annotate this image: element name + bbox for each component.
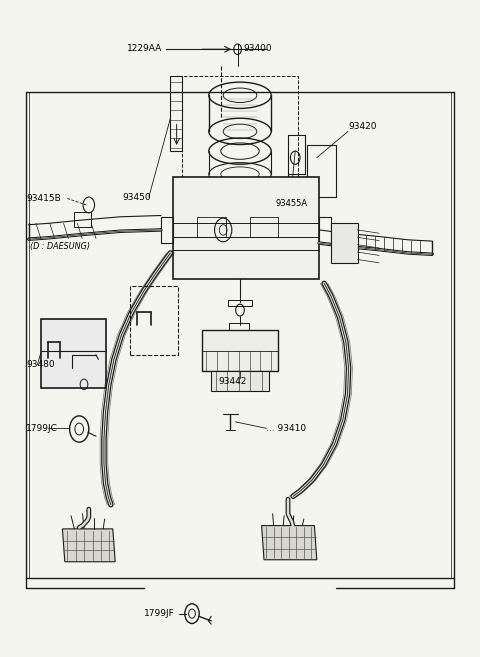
- Text: 93450: 93450: [122, 193, 151, 202]
- Bar: [229, 323, 249, 331]
- Bar: [170, 76, 182, 151]
- Text: 93455A: 93455A: [276, 199, 308, 208]
- Bar: [211, 371, 269, 391]
- Bar: [202, 330, 278, 371]
- Bar: [197, 217, 226, 237]
- Text: 1799JF: 1799JF: [144, 609, 175, 618]
- Text: ... 93410: ... 93410: [266, 424, 307, 433]
- Text: 93480: 93480: [26, 360, 55, 369]
- Bar: [250, 217, 278, 237]
- Bar: [307, 145, 336, 197]
- Bar: [130, 286, 178, 355]
- Bar: [41, 319, 106, 388]
- Text: 93415B: 93415B: [26, 194, 61, 203]
- Polygon shape: [62, 529, 115, 562]
- Bar: [319, 217, 331, 243]
- Text: 1229AA: 1229AA: [127, 44, 162, 53]
- Bar: [182, 76, 298, 184]
- Polygon shape: [262, 526, 317, 560]
- Text: 93400: 93400: [244, 44, 273, 53]
- Bar: [173, 177, 319, 279]
- Text: 93420: 93420: [348, 122, 376, 131]
- Text: 1799JC: 1799JC: [26, 424, 58, 433]
- Text: (D : DAESUNG): (D : DAESUNG): [30, 242, 90, 251]
- Bar: [161, 217, 173, 243]
- Bar: [228, 300, 252, 306]
- Bar: [331, 223, 358, 263]
- Text: 93442: 93442: [218, 376, 247, 386]
- Bar: [74, 212, 91, 227]
